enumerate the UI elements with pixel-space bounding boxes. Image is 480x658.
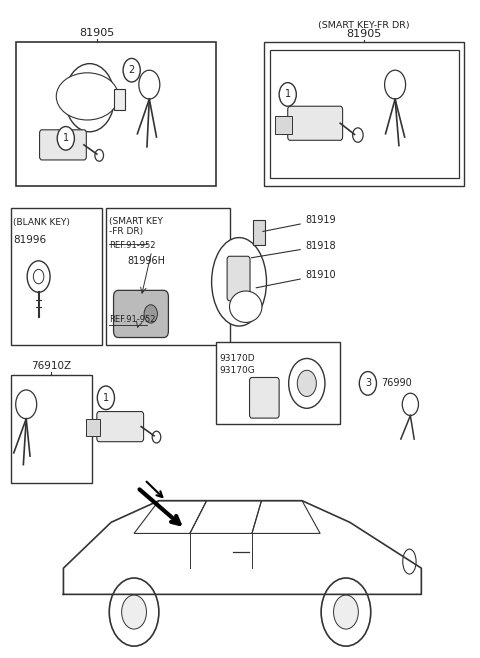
Text: 81919: 81919 — [263, 215, 336, 232]
Circle shape — [97, 386, 115, 409]
Text: 1: 1 — [285, 89, 291, 99]
Text: 76990: 76990 — [381, 378, 411, 388]
Circle shape — [384, 70, 406, 99]
FancyBboxPatch shape — [264, 42, 464, 186]
Circle shape — [65, 64, 115, 132]
Circle shape — [121, 595, 146, 629]
FancyBboxPatch shape — [270, 50, 458, 178]
Circle shape — [402, 393, 419, 415]
Circle shape — [77, 81, 102, 114]
Circle shape — [152, 431, 161, 443]
Circle shape — [360, 372, 376, 395]
FancyBboxPatch shape — [11, 375, 92, 483]
Text: (BLANK KEY): (BLANK KEY) — [13, 218, 70, 226]
Text: 76910Z: 76910Z — [31, 361, 72, 371]
Text: 81910: 81910 — [256, 270, 336, 288]
FancyBboxPatch shape — [16, 42, 216, 186]
Text: -FR DR): -FR DR) — [109, 228, 144, 236]
Circle shape — [279, 83, 296, 106]
Ellipse shape — [229, 291, 262, 322]
Circle shape — [139, 70, 160, 99]
FancyBboxPatch shape — [288, 106, 343, 140]
FancyBboxPatch shape — [250, 378, 279, 418]
Text: 81996: 81996 — [13, 236, 47, 245]
Circle shape — [16, 390, 36, 418]
Text: REF.91-952: REF.91-952 — [109, 315, 156, 324]
Circle shape — [57, 126, 74, 150]
Circle shape — [353, 128, 363, 142]
Circle shape — [123, 59, 140, 82]
FancyBboxPatch shape — [11, 208, 102, 345]
Text: 81905: 81905 — [79, 28, 114, 38]
Text: 1: 1 — [63, 134, 69, 143]
Circle shape — [95, 149, 104, 161]
Text: 93170D: 93170D — [219, 354, 254, 363]
Text: 93170G: 93170G — [219, 366, 255, 374]
FancyBboxPatch shape — [216, 342, 340, 424]
Circle shape — [27, 261, 50, 292]
Circle shape — [144, 305, 157, 323]
Text: (SMART KEY: (SMART KEY — [109, 217, 163, 226]
Circle shape — [321, 578, 371, 646]
Text: 81918: 81918 — [252, 241, 336, 258]
Circle shape — [288, 359, 325, 408]
FancyBboxPatch shape — [227, 256, 250, 301]
FancyBboxPatch shape — [115, 89, 125, 109]
FancyBboxPatch shape — [86, 419, 100, 436]
Circle shape — [334, 595, 359, 629]
Ellipse shape — [56, 73, 118, 120]
FancyBboxPatch shape — [97, 411, 144, 442]
Text: 2: 2 — [129, 65, 135, 75]
FancyBboxPatch shape — [114, 290, 168, 338]
FancyBboxPatch shape — [253, 220, 265, 245]
FancyBboxPatch shape — [275, 116, 291, 134]
Text: 81905: 81905 — [347, 30, 382, 39]
Circle shape — [109, 578, 159, 646]
Ellipse shape — [403, 549, 416, 574]
Circle shape — [34, 269, 44, 284]
Text: 1: 1 — [103, 393, 109, 403]
Text: 3: 3 — [365, 378, 371, 388]
Text: REF.91-952: REF.91-952 — [109, 241, 156, 249]
Text: 81996H: 81996H — [128, 255, 166, 266]
FancyBboxPatch shape — [39, 130, 86, 160]
Circle shape — [297, 370, 316, 397]
FancyBboxPatch shape — [107, 208, 230, 345]
Text: (SMART KEY-FR DR): (SMART KEY-FR DR) — [318, 21, 410, 30]
Ellipse shape — [212, 238, 266, 326]
